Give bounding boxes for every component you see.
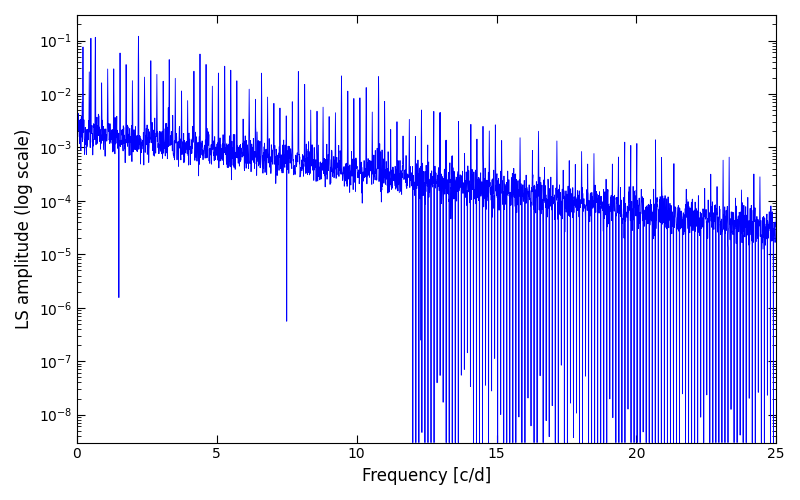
Y-axis label: LS amplitude (log scale): LS amplitude (log scale)	[15, 128, 33, 329]
X-axis label: Frequency [c/d]: Frequency [c/d]	[362, 467, 491, 485]
